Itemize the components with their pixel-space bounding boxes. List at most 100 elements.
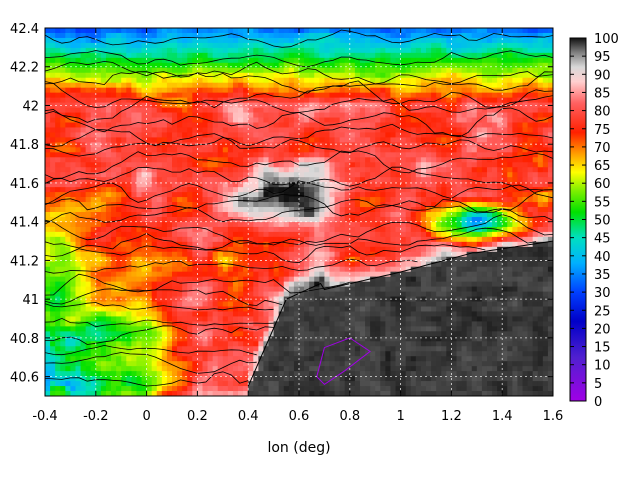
heatmap-cell	[441, 167, 447, 173]
heatmap-cell	[227, 221, 234, 228]
heatmap-cell	[507, 167, 513, 173]
heatmap-cell	[141, 256, 147, 263]
heatmap-cell	[55, 197, 61, 203]
heatmap-cell	[192, 212, 198, 218]
heatmap-cell	[349, 102, 356, 108]
heatmap-cell	[405, 202, 412, 208]
heatmap-cell	[258, 207, 264, 213]
heatmap-cell	[527, 216, 534, 223]
heatmap-cell	[197, 77, 203, 84]
heatmap-cell	[111, 216, 117, 223]
heatmap-cell	[415, 266, 422, 273]
heatmap-cell	[344, 52, 351, 59]
heatmap-cell	[212, 92, 219, 99]
heatmap-cell	[359, 256, 366, 263]
heatmap-cell	[146, 167, 153, 173]
heatmap-cell	[532, 221, 539, 228]
heatmap-cell	[207, 82, 214, 89]
heatmap-cell	[212, 212, 219, 218]
heatmap-cell	[431, 97, 437, 103]
heatmap-cell	[451, 67, 457, 74]
heatmap-cell	[415, 212, 422, 218]
heatmap-cell	[375, 162, 381, 168]
heatmap-cell	[141, 202, 147, 208]
heatmap-cell	[395, 147, 401, 153]
heatmap-cell	[299, 266, 305, 273]
heatmap-cell	[207, 28, 214, 34]
heatmap-cell	[542, 207, 549, 213]
heatmap-cell	[197, 207, 203, 213]
heatmap-cell	[288, 261, 295, 268]
heatmap-cell	[344, 266, 351, 273]
heatmap-cell	[527, 192, 534, 198]
heatmap-cell	[238, 132, 244, 138]
heatmap-cell	[105, 97, 112, 103]
heatmap-cell	[238, 157, 244, 163]
heatmap-cell	[136, 226, 142, 233]
heatmap-cell	[207, 67, 214, 74]
heatmap-cell	[420, 177, 427, 183]
heatmap-cell	[420, 152, 427, 158]
heatmap-cell	[492, 117, 498, 123]
heatmap-cell	[263, 182, 269, 188]
heatmap-cell	[349, 42, 356, 49]
heatmap-cell	[263, 212, 269, 218]
heatmap-cell	[547, 256, 553, 263]
heatmap-cell	[426, 207, 432, 213]
heatmap-cell	[537, 142, 544, 148]
heatmap-cell	[390, 82, 396, 89]
heatmap-cell	[253, 177, 259, 183]
heatmap-cell	[116, 187, 122, 193]
heatmap-cell	[324, 246, 330, 253]
heatmap-cell	[197, 42, 203, 49]
heatmap-cell	[456, 67, 462, 74]
heatmap-cell	[456, 37, 462, 44]
heatmap-cell	[177, 197, 183, 203]
heatmap-cell	[288, 226, 295, 233]
heatmap-cell	[537, 177, 544, 183]
heatmap-cell	[507, 37, 513, 44]
heatmap-cell	[542, 246, 549, 253]
heatmap-cell	[278, 122, 285, 128]
heatmap-cell	[177, 28, 183, 34]
heatmap-cell	[182, 246, 188, 253]
heatmap-cell	[547, 241, 553, 248]
heatmap-cell	[410, 177, 417, 183]
heatmap-cell	[395, 122, 401, 128]
heatmap-cell	[202, 42, 208, 49]
heatmap-cell	[75, 28, 81, 34]
heatmap-cell	[365, 117, 371, 123]
heatmap-cell	[197, 236, 203, 243]
heatmap-cell	[512, 182, 518, 188]
heatmap-cell	[202, 28, 208, 34]
heatmap-cell	[299, 97, 305, 103]
heatmap-cell	[161, 192, 168, 198]
heatmap-cell	[187, 202, 193, 208]
heatmap-cell	[461, 57, 468, 64]
heatmap-cell	[547, 137, 553, 143]
heatmap-cell	[507, 127, 513, 133]
heatmap-cell	[121, 197, 127, 203]
heatmap-cell	[319, 97, 325, 103]
heatmap-cell	[299, 72, 305, 79]
heatmap-cell	[304, 92, 310, 99]
heatmap-cell	[420, 87, 427, 94]
heatmap-cell	[288, 42, 295, 49]
heatmap-cell	[90, 137, 97, 143]
heatmap-cell	[481, 32, 488, 39]
heatmap-cell	[375, 192, 381, 198]
heatmap-cell	[324, 67, 330, 74]
heatmap-cell	[329, 216, 335, 223]
heatmap-cell	[45, 42, 51, 49]
heatmap-cell	[420, 246, 427, 253]
heatmap-cell	[299, 216, 305, 223]
heatmap-cell	[273, 177, 280, 183]
heatmap-cell	[527, 212, 534, 218]
heatmap-cell	[95, 142, 102, 148]
heatmap-cell	[146, 192, 153, 198]
heatmap-cell	[273, 202, 280, 208]
heatmap-cell	[537, 162, 544, 168]
heatmap-cell	[80, 62, 87, 69]
heatmap-cell	[161, 172, 168, 178]
heatmap-cell	[517, 207, 523, 213]
